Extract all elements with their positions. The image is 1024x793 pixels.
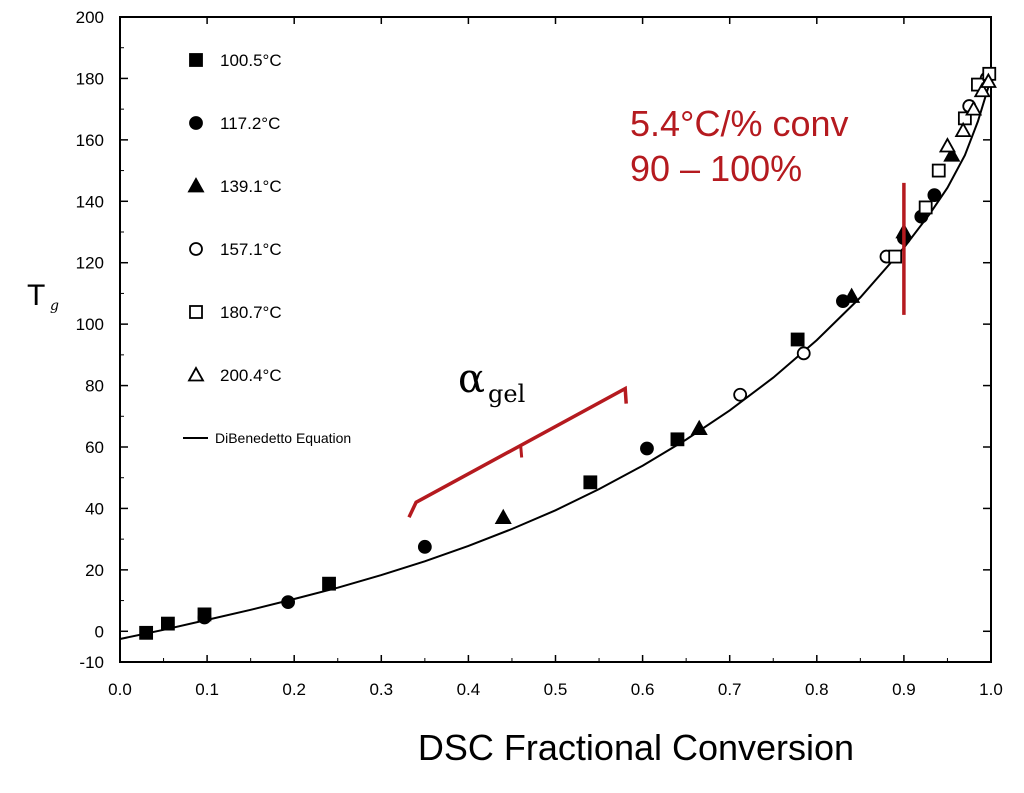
data-point-series-6 bbox=[973, 81, 991, 98]
data-point-series-1 bbox=[161, 616, 175, 631]
rate-annotation-line1: 5.4°C/% conv bbox=[630, 103, 849, 144]
y-tick-label: 160 bbox=[76, 131, 104, 150]
annotations bbox=[407, 182, 906, 519]
legend-label: 139.1°C bbox=[220, 177, 282, 196]
x-tick-label: 0.0 bbox=[108, 680, 132, 699]
legend: 100.5°C 117.2°C 139.1°C 157.1°C 180.7°C 200.4… bbox=[183, 51, 351, 446]
data-point-series-2 bbox=[417, 539, 432, 554]
data-point-series-4 bbox=[733, 387, 748, 402]
alpha-gel-subscript: gel bbox=[488, 380, 525, 408]
x-tick-label: 0.8 bbox=[805, 680, 829, 699]
legend-marker bbox=[189, 305, 203, 319]
legend-marker bbox=[189, 53, 203, 67]
data-point-series-3 bbox=[494, 508, 512, 525]
data-point-series-2 bbox=[281, 595, 296, 610]
x-tick-label: 0.7 bbox=[718, 680, 742, 699]
legend-marker bbox=[187, 177, 205, 193]
y-axis-label: T bbox=[27, 279, 45, 312]
data-points-layer bbox=[139, 66, 997, 640]
data-point-series-4 bbox=[796, 346, 811, 361]
y-tick-label: 0 bbox=[95, 622, 104, 641]
data-point-series-6 bbox=[954, 121, 972, 138]
legend-marker bbox=[189, 116, 203, 130]
legend-label: 180.7°C bbox=[220, 303, 282, 322]
data-point-series-5 bbox=[888, 249, 903, 264]
data-point-series-3 bbox=[943, 146, 961, 162]
y-tick-label: 200 bbox=[76, 8, 104, 27]
dibenedetto-curve bbox=[119, 78, 992, 640]
x-tick-label: 0.3 bbox=[369, 680, 393, 699]
y-tick-label: 40 bbox=[85, 499, 104, 518]
x-tick-label: 1.0 bbox=[979, 680, 1003, 699]
data-point-series-3 bbox=[843, 287, 861, 303]
data-point-series-1 bbox=[583, 475, 598, 490]
gel-bracket-center-tick bbox=[519, 445, 524, 458]
legend-label: 100.5°C bbox=[220, 51, 282, 70]
y-tick-label: 100 bbox=[76, 315, 104, 334]
gel-bracket bbox=[407, 385, 628, 519]
data-point-series-1 bbox=[670, 432, 685, 447]
data-point-series-6 bbox=[965, 100, 983, 116]
data-point-series-6 bbox=[979, 72, 997, 88]
legend-label: 200.4°C bbox=[220, 366, 282, 385]
x-tick-label: 0.1 bbox=[195, 680, 219, 699]
alpha-gel-symbol: α bbox=[458, 356, 485, 402]
y-tick-label: 140 bbox=[76, 192, 104, 211]
y-tick-label: 60 bbox=[85, 438, 104, 457]
y-tick-label: 120 bbox=[76, 254, 104, 273]
data-point-series-5 bbox=[918, 200, 933, 215]
x-tick-label: 0.2 bbox=[282, 680, 306, 699]
x-tick-label: 0.5 bbox=[544, 680, 568, 699]
y-tick-label: 80 bbox=[85, 377, 104, 396]
data-point-series-2 bbox=[927, 188, 942, 203]
legend-label: 157.1°C bbox=[220, 240, 282, 259]
x-tick-label: 0.6 bbox=[631, 680, 655, 699]
y-tick-label: -10 bbox=[79, 653, 104, 672]
legend-marker bbox=[189, 242, 203, 256]
legend-label: 117.2°C bbox=[220, 114, 280, 133]
data-point-series-1 bbox=[139, 625, 154, 640]
data-point-series-2 bbox=[197, 610, 212, 625]
data-point-series-3 bbox=[690, 419, 708, 435]
axes: 0.0 0.1 0.2 0.3 0.4 0.5 0.6 0.7 0.8 0.9 1.0 -10 0 20 4… bbox=[76, 8, 1003, 699]
rate-annotation-line2: 90 – 100% bbox=[630, 148, 802, 189]
x-tick-label: 0.9 bbox=[892, 680, 916, 699]
legend-marker bbox=[187, 366, 205, 382]
data-point-series-6 bbox=[938, 137, 956, 153]
y-axis-label-subscript: g bbox=[50, 298, 59, 314]
x-tick-label: 0.4 bbox=[457, 680, 481, 699]
data-point-series-2 bbox=[640, 441, 654, 456]
legend-label-fit: DiBenedetto Equation bbox=[215, 430, 351, 446]
x-axis-label: DSC Fractional Conversion bbox=[418, 727, 854, 768]
y-tick-label: 20 bbox=[85, 561, 104, 580]
data-point-series-5 bbox=[931, 163, 946, 178]
data-point-series-1 bbox=[790, 332, 805, 347]
y-tick-label: 180 bbox=[76, 69, 104, 88]
fit-curve-layer bbox=[119, 78, 992, 640]
data-point-series-1 bbox=[322, 576, 336, 591]
